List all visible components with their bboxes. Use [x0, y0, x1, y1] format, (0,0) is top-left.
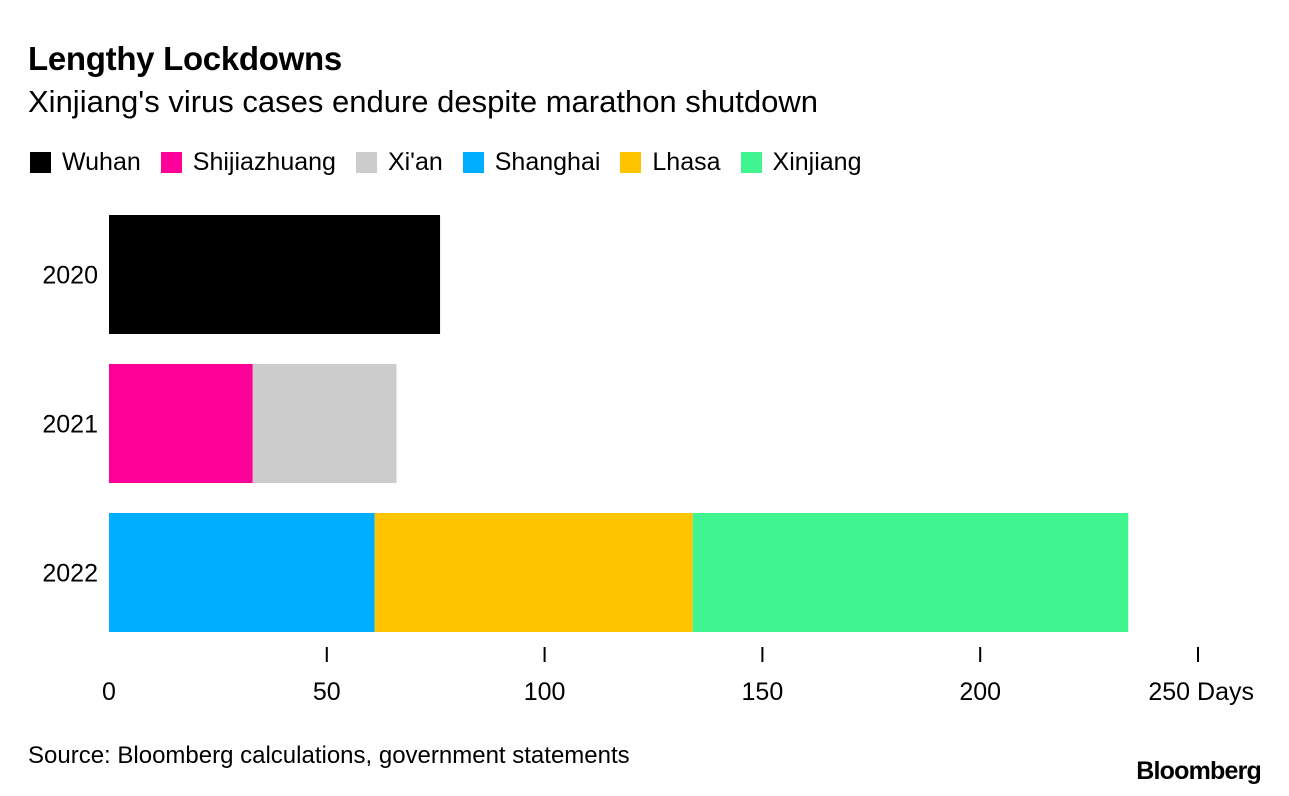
x-tick-label: 250 Days — [1148, 678, 1254, 706]
x-axis: 0 50 100 150 200 250 Days — [102, 647, 1254, 706]
legend: Wuhan Shijiazhuang Xi'an Shanghai Lhasa Xinji… — [30, 148, 881, 177]
chart-subtitle: Xinjiang's virus cases endure despite ma… — [28, 84, 818, 119]
legend-item: Lhasa — [620, 148, 721, 177]
legend-item: Shanghai — [462, 148, 601, 177]
legend-swatch — [740, 152, 762, 173]
x-tick-label: 0 — [102, 678, 116, 706]
bar-segment — [109, 364, 253, 483]
legend-label: Xinjiang — [772, 148, 862, 176]
legend-swatch — [355, 152, 377, 173]
bloomberg-logo: Bloomberg — [1136, 757, 1262, 785]
legend-item: Xinjiang — [740, 148, 862, 177]
bar-segment — [109, 513, 375, 632]
legend-label: Xi'an — [387, 148, 443, 176]
legend-swatch — [462, 152, 484, 173]
x-tick-label: 50 — [313, 678, 341, 706]
legend-item: Wuhan — [30, 148, 141, 177]
legend-item: Xi'an — [355, 148, 443, 177]
bar-segment — [374, 513, 693, 632]
source-note: Source: Bloomberg calculations, governme… — [28, 742, 630, 769]
legend-swatch — [160, 152, 182, 173]
legend-item: Shijiazhuang — [160, 148, 336, 177]
bar-segment — [692, 513, 1129, 632]
x-tick-label: 100 — [524, 678, 566, 706]
legend-label: Shanghai — [494, 148, 601, 176]
x-tick-label: 200 — [959, 678, 1001, 706]
legend-label: Lhasa — [652, 148, 721, 176]
bars-layer — [109, 215, 1129, 632]
category-label: 2022 — [42, 560, 98, 588]
x-tick-label: 150 — [742, 678, 784, 706]
bar-segment — [252, 364, 397, 483]
legend-swatch — [620, 152, 642, 173]
category-label: 2021 — [42, 411, 98, 439]
bar-segment — [109, 215, 441, 334]
legend-swatch — [30, 152, 51, 173]
legend-label: Wuhan — [62, 148, 141, 176]
category-label: 2020 — [42, 262, 98, 290]
legend-label: Shijiazhuang — [192, 148, 336, 176]
chart-title: Lengthy Lockdowns — [28, 40, 342, 77]
category-labels: 2020 2021 2022 — [42, 262, 98, 588]
